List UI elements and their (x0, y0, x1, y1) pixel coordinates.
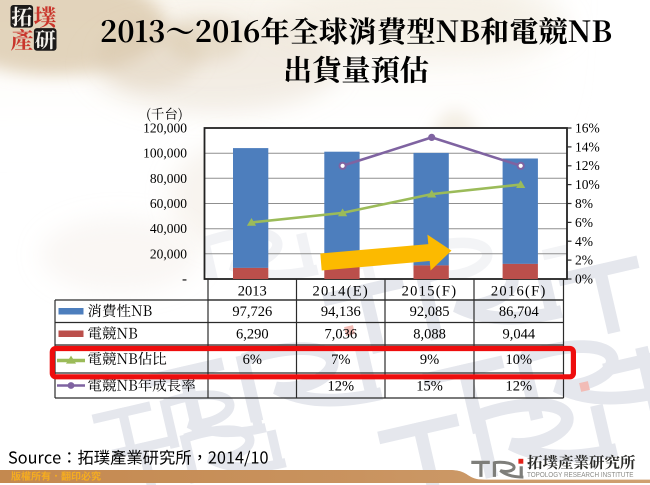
svg-text:92,085: 92,085 (410, 304, 450, 320)
svg-text:2016(F): 2016(F) (491, 284, 547, 300)
svg-text:9%: 9% (420, 352, 439, 368)
svg-text:100,000: 100,000 (143, 146, 187, 161)
svg-text:60,000: 60,000 (150, 196, 187, 211)
svg-text:0%: 0% (575, 272, 593, 287)
svg-text:4%: 4% (575, 234, 593, 249)
svg-text:6%: 6% (243, 352, 262, 368)
svg-text:8,088: 8,088 (413, 327, 446, 343)
svg-text:TOPOLOGY RESEARCH INSTITUTE: TOPOLOGY RESEARCH INSTITUTE (527, 470, 634, 479)
svg-text:9,044: 9,044 (502, 327, 535, 343)
svg-text:12%: 12% (505, 379, 532, 395)
svg-text:20,000: 20,000 (150, 246, 187, 261)
svg-text:7%: 7% (331, 352, 350, 368)
svg-text:10%: 10% (505, 352, 532, 368)
svg-text:94,136: 94,136 (321, 304, 361, 320)
svg-text:7,036: 7,036 (324, 327, 357, 343)
svg-text:6%: 6% (575, 215, 593, 230)
svg-text:40,000: 40,000 (150, 221, 187, 236)
svg-text:97,726: 97,726 (232, 304, 272, 320)
svg-text:12%: 12% (327, 379, 354, 395)
svg-text:86,704: 86,704 (499, 304, 540, 320)
svg-text:-: - (182, 272, 187, 288)
svg-text:2015(F): 2015(F) (402, 284, 458, 300)
svg-text:15%: 15% (416, 379, 443, 395)
svg-text:2%: 2% (575, 253, 593, 268)
svg-text:12%: 12% (575, 158, 600, 173)
svg-text:2014(E): 2014(E) (312, 284, 369, 300)
svg-text:10%: 10% (575, 177, 600, 192)
svg-text:8%: 8% (575, 196, 593, 211)
svg-text:14%: 14% (575, 139, 600, 154)
svg-text:6,290: 6,290 (236, 327, 269, 343)
svg-text:120,000: 120,000 (143, 121, 187, 136)
svg-text:2013: 2013 (238, 284, 267, 300)
svg-text:80,000: 80,000 (150, 171, 187, 186)
svg-text:16%: 16% (575, 121, 600, 136)
